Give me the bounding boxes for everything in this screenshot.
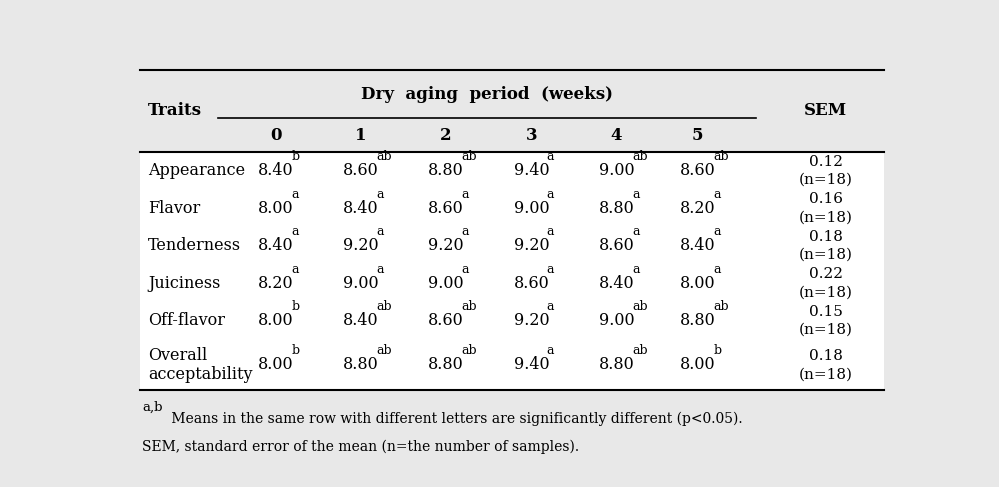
Text: Juiciness: Juiciness xyxy=(148,275,221,292)
Text: b: b xyxy=(292,300,300,314)
Text: Appearance: Appearance xyxy=(148,163,245,179)
Text: 8.20: 8.20 xyxy=(680,200,715,217)
Text: 8.40: 8.40 xyxy=(680,238,715,254)
Text: a: a xyxy=(632,225,639,239)
Text: ab: ab xyxy=(462,344,478,357)
Text: 8.80: 8.80 xyxy=(429,356,465,374)
Text: 3: 3 xyxy=(525,127,537,144)
Text: Dry  aging  period  (weeks): Dry aging period (weeks) xyxy=(361,86,612,103)
Text: 0.15
(n=18): 0.15 (n=18) xyxy=(798,305,852,337)
Text: SEM, standard error of the mean (n=the number of samples).: SEM, standard error of the mean (n=the n… xyxy=(142,439,579,454)
Text: 9.00: 9.00 xyxy=(598,163,634,179)
Text: ab: ab xyxy=(632,150,647,164)
Text: ab: ab xyxy=(377,344,393,357)
Text: a: a xyxy=(377,263,384,276)
Text: a: a xyxy=(546,300,554,314)
Text: 8.80: 8.80 xyxy=(598,200,634,217)
Text: a: a xyxy=(632,263,639,276)
Text: 2: 2 xyxy=(441,127,452,144)
Text: Means in the same row with different letters are significantly different (p<0.05: Means in the same row with different let… xyxy=(167,411,742,426)
Text: 9.20: 9.20 xyxy=(513,313,549,329)
Text: 0.22
(n=18): 0.22 (n=18) xyxy=(798,267,852,300)
Text: 8.40: 8.40 xyxy=(598,275,634,292)
Text: ab: ab xyxy=(632,344,647,357)
Text: 8.60: 8.60 xyxy=(513,275,549,292)
Text: Traits: Traits xyxy=(148,102,202,119)
Text: 8.00: 8.00 xyxy=(258,313,294,329)
Text: 0.16
(n=18): 0.16 (n=18) xyxy=(798,192,852,225)
Text: a: a xyxy=(632,188,639,201)
Text: Overall
acceptability: Overall acceptability xyxy=(148,347,253,383)
Text: a: a xyxy=(292,263,299,276)
Text: 8.60: 8.60 xyxy=(343,163,379,179)
Text: ab: ab xyxy=(377,150,393,164)
Text: a: a xyxy=(462,188,470,201)
Text: 5: 5 xyxy=(692,127,703,144)
Text: 8.60: 8.60 xyxy=(429,313,465,329)
Text: 8.80: 8.80 xyxy=(343,356,379,374)
Text: 9.20: 9.20 xyxy=(429,238,464,254)
Text: SEM: SEM xyxy=(804,102,847,119)
Text: Off-flavor: Off-flavor xyxy=(148,313,225,329)
Text: 9.00: 9.00 xyxy=(513,200,549,217)
Text: a: a xyxy=(462,263,470,276)
Text: 8.60: 8.60 xyxy=(680,163,715,179)
Text: ab: ab xyxy=(632,300,647,314)
Text: 9.00: 9.00 xyxy=(598,313,634,329)
Text: 9.40: 9.40 xyxy=(513,163,549,179)
Text: a,b: a,b xyxy=(142,401,163,414)
Text: ab: ab xyxy=(377,300,393,314)
Text: b: b xyxy=(292,344,300,357)
Bar xyxy=(140,152,883,390)
Text: a: a xyxy=(546,188,554,201)
Text: 8.00: 8.00 xyxy=(258,200,294,217)
Text: 8.00: 8.00 xyxy=(680,356,715,374)
Text: 8.40: 8.40 xyxy=(344,200,379,217)
Text: 9.00: 9.00 xyxy=(429,275,464,292)
Text: b: b xyxy=(713,344,721,357)
Text: 8.00: 8.00 xyxy=(680,275,715,292)
Text: 1: 1 xyxy=(356,127,367,144)
Text: 8.80: 8.80 xyxy=(680,313,715,329)
Text: a: a xyxy=(292,225,299,239)
Text: 8.80: 8.80 xyxy=(429,163,465,179)
Text: 8.00: 8.00 xyxy=(258,356,294,374)
Text: a: a xyxy=(713,263,721,276)
Text: Tenderness: Tenderness xyxy=(148,238,241,254)
Text: ab: ab xyxy=(462,150,478,164)
Text: 8.80: 8.80 xyxy=(598,356,634,374)
Text: ab: ab xyxy=(713,300,729,314)
Text: b: b xyxy=(292,150,300,164)
Text: 0.12
(n=18): 0.12 (n=18) xyxy=(798,155,852,187)
Text: 0: 0 xyxy=(270,127,282,144)
Text: ab: ab xyxy=(713,150,729,164)
Text: a: a xyxy=(713,188,721,201)
Text: 8.40: 8.40 xyxy=(258,238,294,254)
Text: 8.40: 8.40 xyxy=(258,163,294,179)
Text: 0.18
(n=18): 0.18 (n=18) xyxy=(798,349,852,381)
Text: 8.40: 8.40 xyxy=(344,313,379,329)
Text: a: a xyxy=(546,263,554,276)
Text: 8.20: 8.20 xyxy=(258,275,294,292)
Text: a: a xyxy=(462,225,470,239)
Text: 9.20: 9.20 xyxy=(344,238,379,254)
Text: 8.60: 8.60 xyxy=(598,238,634,254)
Text: a: a xyxy=(546,344,554,357)
Text: 9.40: 9.40 xyxy=(513,356,549,374)
Text: ab: ab xyxy=(462,300,478,314)
Text: a: a xyxy=(377,188,384,201)
Text: 9.20: 9.20 xyxy=(513,238,549,254)
Text: a: a xyxy=(546,150,554,164)
Text: a: a xyxy=(713,225,721,239)
Text: a: a xyxy=(292,188,299,201)
Text: a: a xyxy=(377,225,384,239)
Text: Flavor: Flavor xyxy=(148,200,201,217)
Text: 0.18
(n=18): 0.18 (n=18) xyxy=(798,230,852,262)
Text: 4: 4 xyxy=(610,127,622,144)
Text: 8.60: 8.60 xyxy=(429,200,465,217)
Text: a: a xyxy=(546,225,554,239)
Text: 9.00: 9.00 xyxy=(344,275,379,292)
